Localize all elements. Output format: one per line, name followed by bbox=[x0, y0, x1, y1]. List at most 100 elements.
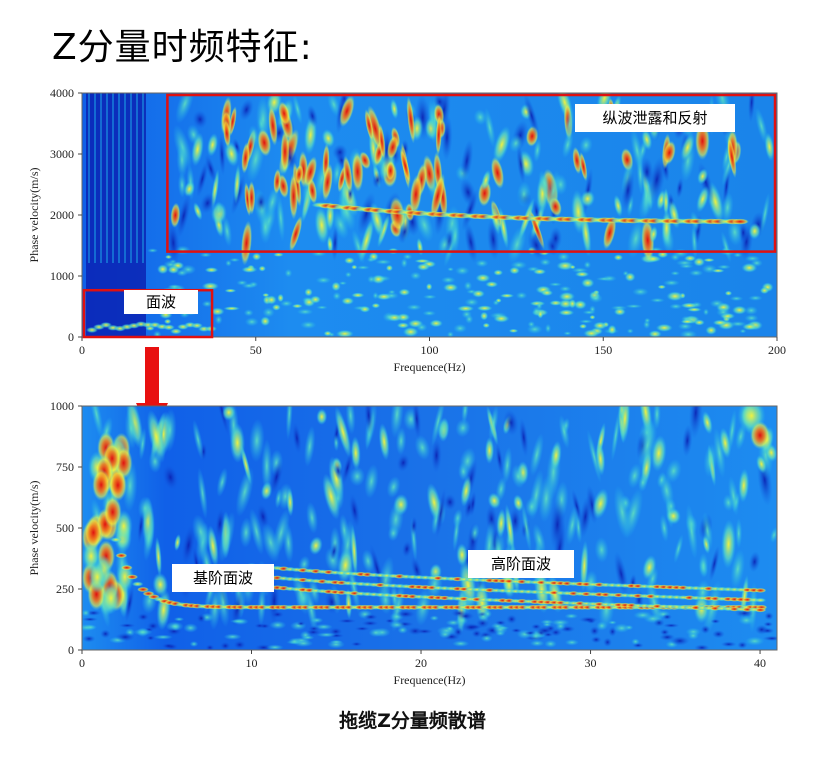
heat-blob bbox=[511, 464, 526, 489]
heat-blob bbox=[351, 151, 364, 192]
heat-blob bbox=[583, 329, 600, 337]
heat-blob bbox=[473, 109, 487, 126]
heat-blob bbox=[278, 101, 291, 126]
heat-blob bbox=[292, 94, 303, 125]
heat-blob bbox=[469, 490, 477, 517]
heat-blob bbox=[82, 609, 91, 617]
heat-blob bbox=[727, 476, 740, 516]
heat-blob bbox=[249, 508, 265, 555]
heat-blob bbox=[515, 291, 528, 300]
heat-blob bbox=[429, 319, 443, 328]
heat-blob bbox=[342, 155, 353, 194]
heat-blob bbox=[720, 231, 732, 263]
heat-blob bbox=[222, 118, 231, 148]
heat-blob bbox=[711, 630, 725, 639]
heat-blob bbox=[721, 192, 734, 223]
heat-blob bbox=[738, 615, 755, 626]
heat-blob bbox=[731, 218, 749, 225]
heat-blob bbox=[594, 537, 609, 563]
heat-blob bbox=[665, 459, 682, 483]
heat-blob bbox=[510, 628, 522, 633]
heat-blob bbox=[590, 636, 602, 644]
heat-blob bbox=[296, 621, 306, 627]
heat-blob bbox=[720, 641, 737, 648]
heat-blob bbox=[316, 632, 337, 638]
heat-blob bbox=[733, 252, 743, 258]
heat-blob bbox=[563, 331, 572, 336]
heat-blob bbox=[592, 321, 608, 330]
heat-blob bbox=[292, 571, 310, 616]
heat-blob bbox=[301, 635, 315, 640]
heat-blob bbox=[756, 454, 767, 474]
heat-blob bbox=[409, 271, 422, 280]
heat-blob bbox=[162, 463, 179, 491]
heat-blob bbox=[754, 588, 767, 593]
heat-blob bbox=[516, 144, 526, 184]
heat-blob bbox=[456, 543, 468, 567]
heat-blob bbox=[476, 305, 493, 312]
x-tick-label: 0 bbox=[79, 343, 85, 357]
heat-blob bbox=[443, 493, 457, 511]
heat-blob bbox=[425, 283, 433, 291]
heat-blob bbox=[741, 262, 758, 273]
heat-blob bbox=[436, 418, 450, 438]
heat-blob bbox=[649, 297, 665, 303]
heat-blob bbox=[146, 635, 156, 641]
heat-blob bbox=[712, 319, 728, 326]
heat-blob bbox=[257, 128, 272, 157]
heat-blob bbox=[414, 434, 431, 461]
heat-blob bbox=[395, 427, 407, 456]
heat-blob bbox=[398, 288, 411, 296]
heat-blob bbox=[183, 181, 195, 198]
heat-blob bbox=[173, 617, 185, 622]
heat-blob bbox=[331, 281, 341, 292]
heat-blob bbox=[371, 302, 381, 309]
heat-blob bbox=[504, 503, 515, 554]
stripe bbox=[100, 93, 102, 263]
heat-blob bbox=[548, 282, 563, 287]
heat-blob bbox=[641, 174, 651, 217]
heat-blob bbox=[300, 320, 317, 329]
heat-blob bbox=[137, 612, 150, 621]
heat-blob bbox=[359, 305, 371, 313]
heat-blob bbox=[341, 297, 355, 305]
heat-blob bbox=[539, 258, 551, 267]
heat-blob bbox=[196, 160, 209, 198]
heat-blob bbox=[716, 307, 731, 317]
heat-blob bbox=[613, 254, 624, 261]
heat-blob bbox=[143, 512, 155, 562]
heat-blob bbox=[157, 264, 169, 275]
heat-blob bbox=[482, 322, 491, 329]
heat-blob bbox=[174, 534, 181, 552]
heat-blob bbox=[579, 136, 593, 154]
stripe bbox=[88, 93, 90, 263]
heat-blob bbox=[285, 406, 293, 440]
heat-blob bbox=[192, 110, 208, 129]
heat-blob bbox=[108, 469, 127, 502]
heat-blob bbox=[708, 545, 720, 582]
heat-blob bbox=[696, 185, 710, 213]
heat-blob bbox=[475, 259, 489, 268]
heat-blob bbox=[255, 192, 267, 212]
heat-blob bbox=[460, 139, 474, 183]
heat-blob bbox=[378, 123, 386, 161]
heat-blob bbox=[375, 259, 392, 265]
heat-blob bbox=[415, 208, 434, 242]
heat-blob bbox=[389, 621, 406, 629]
heat-blob bbox=[323, 330, 332, 337]
heat-blob bbox=[92, 468, 111, 501]
heat-blob bbox=[244, 317, 259, 327]
y-tick-label: 500 bbox=[56, 521, 74, 535]
heat-blob bbox=[682, 424, 693, 457]
heat-blob bbox=[592, 488, 609, 520]
stripe bbox=[112, 93, 114, 263]
heat-blob bbox=[291, 303, 303, 309]
heat-blob bbox=[521, 501, 532, 553]
heat-blob bbox=[168, 284, 182, 289]
heat-blob bbox=[147, 248, 159, 253]
heat-blob bbox=[680, 319, 694, 324]
heat-blob bbox=[303, 156, 318, 188]
heat-blob bbox=[745, 636, 765, 646]
heat-blob bbox=[296, 308, 314, 316]
heat-blob bbox=[193, 202, 203, 221]
